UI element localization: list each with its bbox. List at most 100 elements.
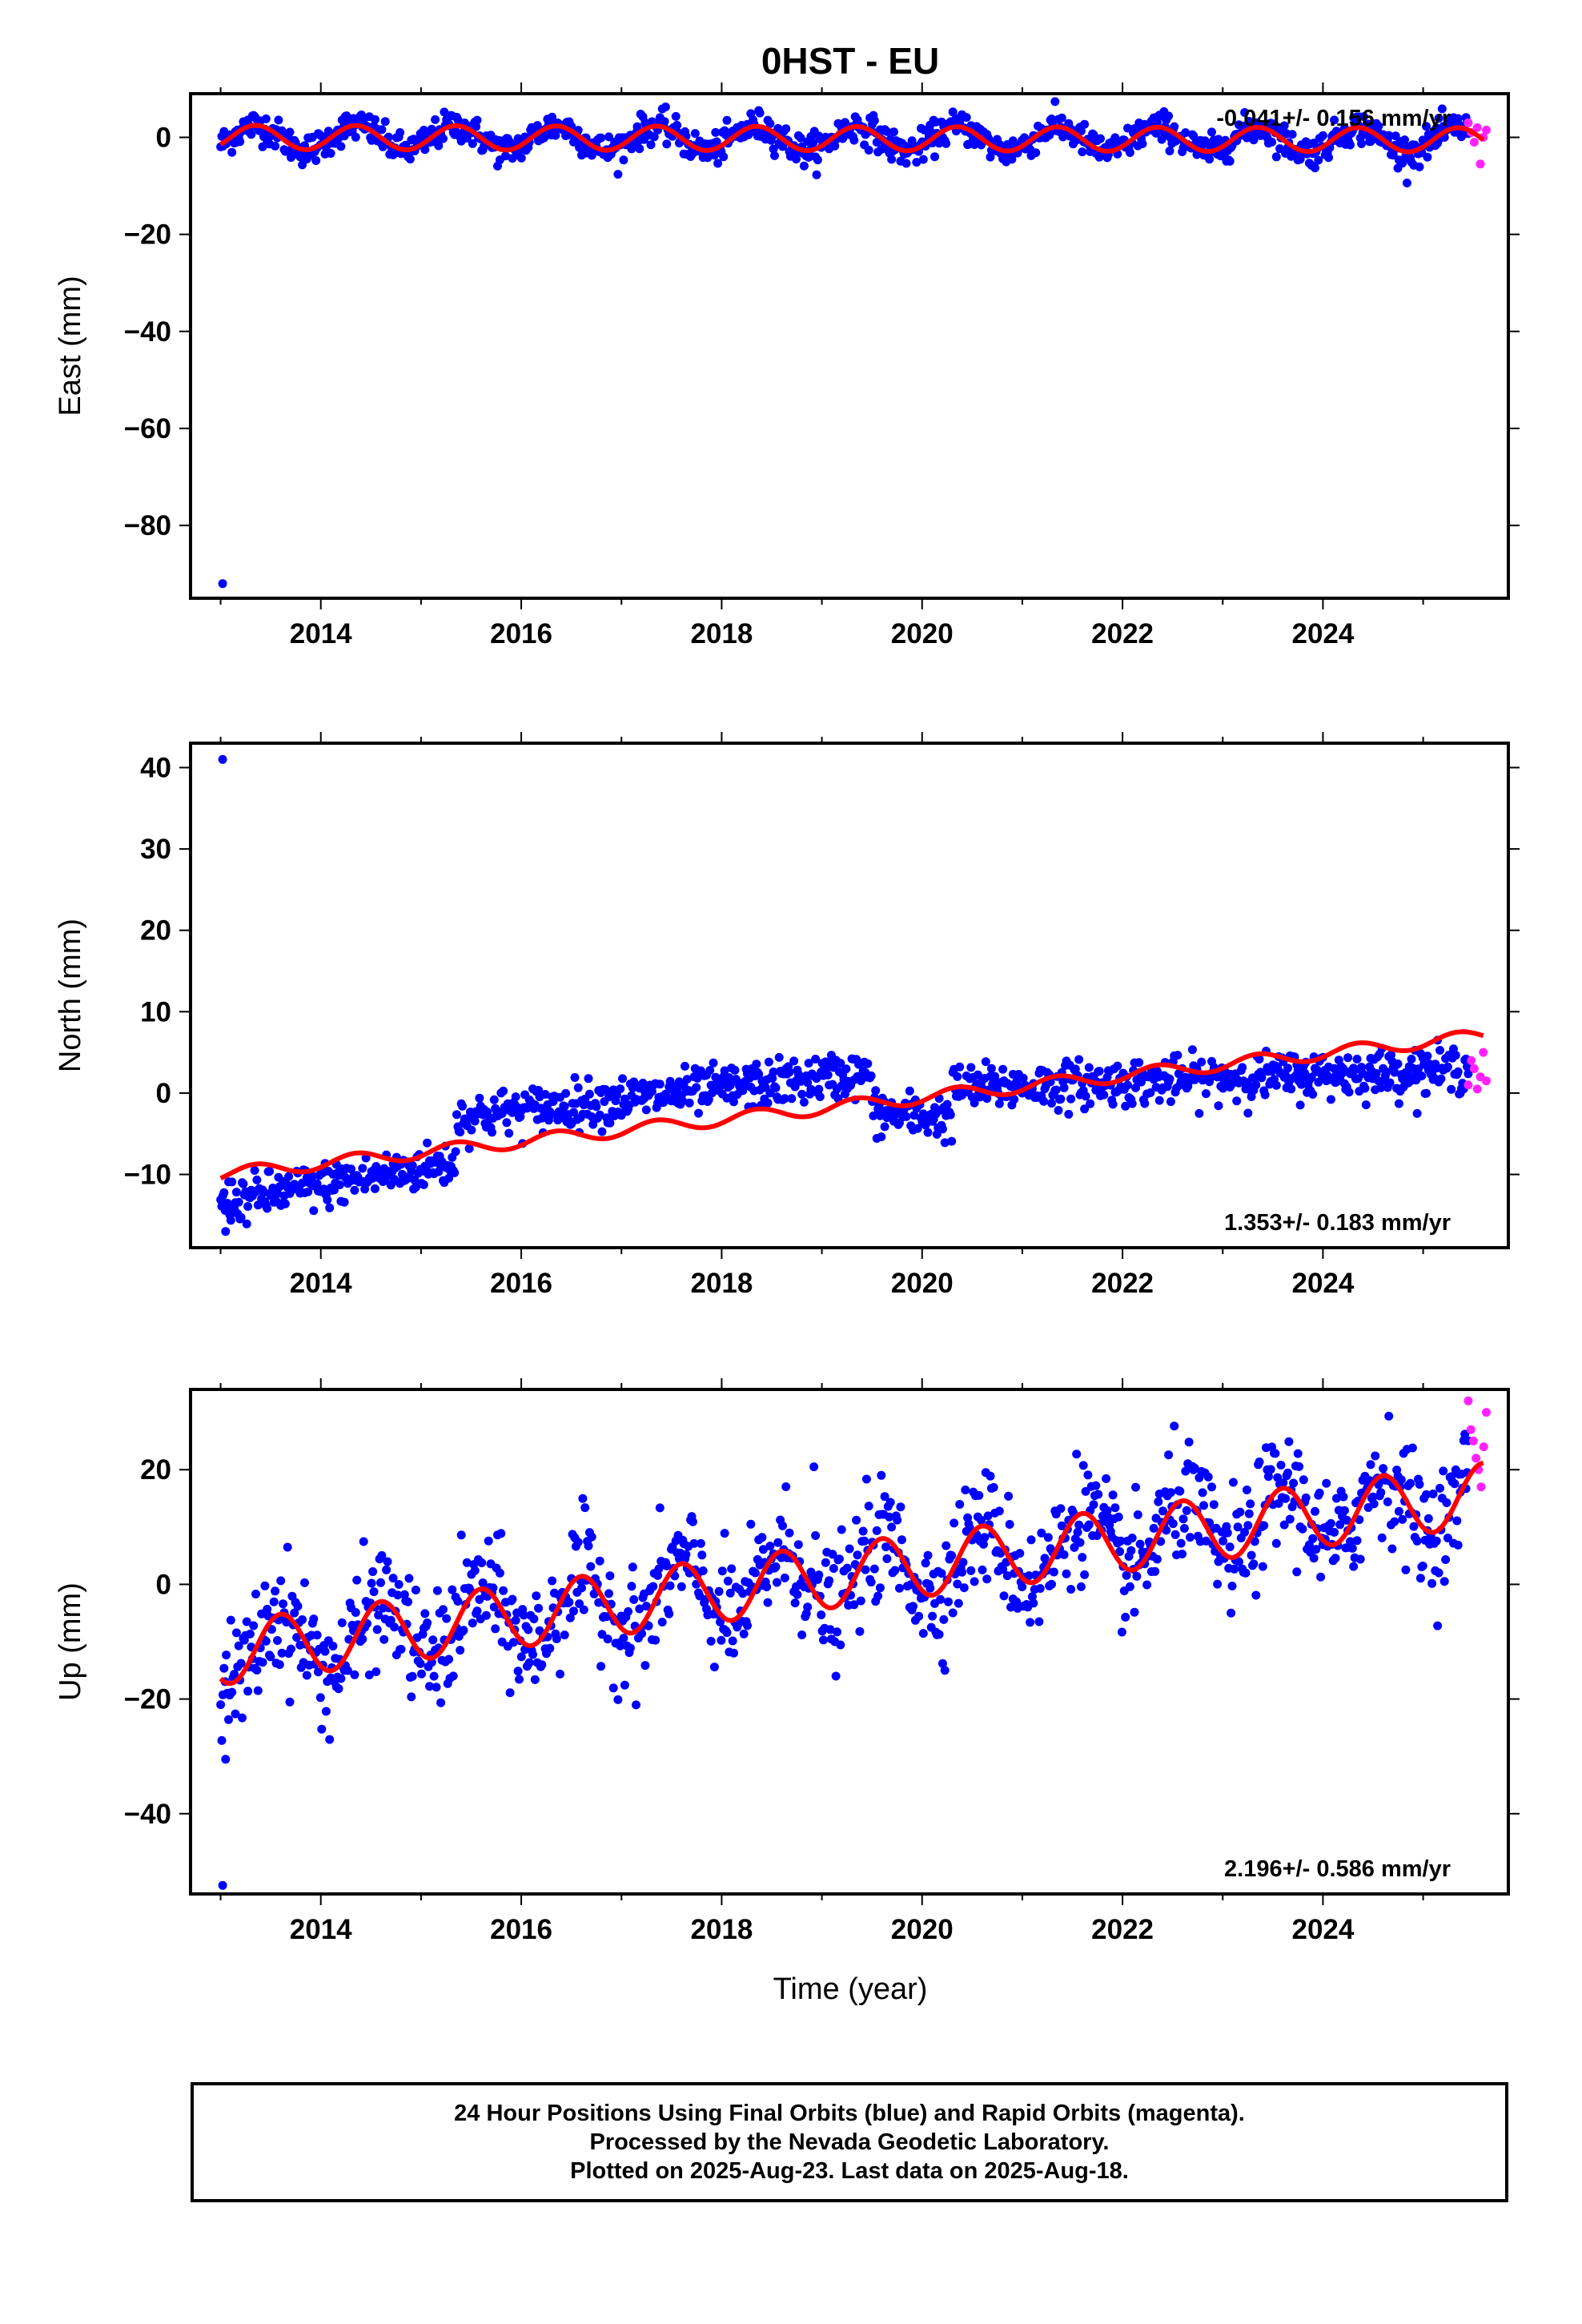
up-final-point xyxy=(1295,1462,1304,1471)
up-final-point xyxy=(515,1675,524,1684)
north-final-point xyxy=(1451,1051,1460,1060)
up-final-point xyxy=(382,1565,391,1574)
up-final-point xyxy=(573,1538,583,1547)
up-final-point xyxy=(793,1590,802,1599)
up-final-point xyxy=(706,1636,716,1646)
up-final-point xyxy=(477,1558,487,1567)
north-final-point xyxy=(360,1184,370,1194)
east-final-point xyxy=(235,137,245,147)
north-final-point xyxy=(692,1083,701,1092)
north-final-point xyxy=(1339,1064,1348,1074)
north-final-point xyxy=(1443,1062,1452,1072)
up-final-point xyxy=(1056,1504,1066,1514)
up-final-point xyxy=(858,1526,868,1536)
north-final-point xyxy=(263,1204,272,1213)
north-final-point xyxy=(720,1066,729,1076)
up-final-point xyxy=(1418,1561,1427,1570)
north-final-point xyxy=(1243,1108,1253,1118)
up-rapid-point xyxy=(1466,1425,1476,1434)
caption-line-2: Processed by the Nevada Geodetic Laborat… xyxy=(589,2129,1110,2155)
up-final-point xyxy=(575,1599,584,1609)
north-final-point xyxy=(1064,1109,1074,1119)
north-final-point xyxy=(1435,1046,1444,1055)
up-final-point xyxy=(578,1494,588,1503)
up-final-point xyxy=(1219,1536,1228,1546)
north-final-point xyxy=(597,1127,607,1136)
up-final-point xyxy=(1390,1517,1399,1526)
east-final-point xyxy=(765,119,775,128)
up-final-point xyxy=(1240,1527,1250,1537)
up-final-point xyxy=(797,1630,807,1639)
east-final-point xyxy=(722,115,732,125)
north-final-point xyxy=(573,1083,583,1092)
up-final-point xyxy=(1366,1460,1375,1470)
up-final-point xyxy=(1342,1515,1351,1525)
east-final-point xyxy=(1076,127,1086,136)
up-final-point xyxy=(958,1567,966,1577)
up-final-point xyxy=(258,1658,267,1667)
up-final-point xyxy=(1263,1472,1273,1482)
up-rapid-point xyxy=(1476,1482,1486,1492)
up-final-point xyxy=(689,1538,699,1548)
north-final-point xyxy=(223,1199,232,1208)
north-x-tick-label: 2022 xyxy=(1091,1268,1154,1299)
north-final-point xyxy=(303,1187,313,1196)
up-final-point xyxy=(1443,1534,1452,1542)
north-final-point xyxy=(1018,1073,1028,1083)
up-final-point xyxy=(1409,1522,1419,1531)
north-final-point xyxy=(1287,1084,1296,1094)
up-final-point xyxy=(1355,1554,1365,1564)
north-final-point xyxy=(540,1090,550,1099)
up-final-point xyxy=(1330,1527,1339,1537)
east-final-point xyxy=(755,108,765,118)
north-final-point xyxy=(605,1118,615,1128)
up-final-point xyxy=(367,1578,376,1588)
up-final-point xyxy=(608,1683,618,1693)
up-final-point xyxy=(780,1573,789,1582)
up-final-point xyxy=(875,1583,885,1593)
north-final-point xyxy=(309,1206,319,1216)
up-final-point xyxy=(1435,1483,1444,1493)
up-final-point xyxy=(1114,1512,1123,1522)
up-final-point xyxy=(277,1648,287,1658)
up-final-point xyxy=(491,1624,500,1634)
up-final-point xyxy=(921,1558,930,1568)
up-final-point xyxy=(746,1519,756,1529)
up-final-point xyxy=(524,1658,534,1667)
up-final-point xyxy=(940,1666,950,1675)
up-final-point xyxy=(1271,1538,1281,1548)
up-final-point xyxy=(1401,1565,1411,1574)
north-final-point xyxy=(913,1124,922,1133)
up-final-point xyxy=(603,1634,612,1644)
east-final-point xyxy=(912,158,921,167)
east-rapid-point xyxy=(1482,125,1491,135)
up-final-point xyxy=(293,1602,303,1611)
up-final-point xyxy=(1074,1520,1084,1530)
east-final-point xyxy=(1271,152,1281,162)
east-y-tick-label: −40 xyxy=(124,316,171,348)
up-final-point xyxy=(906,1580,916,1590)
north-final-point xyxy=(836,1059,845,1068)
up-final-point xyxy=(947,1551,957,1560)
north-final-point xyxy=(946,1110,955,1120)
north-final-point xyxy=(511,1092,520,1102)
north-final-point xyxy=(638,1079,648,1088)
up-final-point xyxy=(1233,1522,1243,1532)
up-final-point xyxy=(999,1591,1009,1601)
up-final-point xyxy=(1047,1579,1056,1589)
north-final-point xyxy=(806,1084,816,1094)
up-final-point xyxy=(1089,1500,1098,1510)
north-final-point xyxy=(923,1128,933,1137)
north-final-point xyxy=(450,1168,460,1177)
north-final-point xyxy=(227,1177,237,1187)
north-outlier-point xyxy=(218,754,227,764)
north-final-point xyxy=(1214,1101,1223,1111)
up-final-point xyxy=(488,1583,498,1593)
up-final-point xyxy=(1170,1530,1180,1539)
up-final-point xyxy=(1255,1458,1264,1466)
north-final-point xyxy=(347,1164,356,1174)
north-final-point xyxy=(452,1110,461,1120)
north-final-point xyxy=(250,1166,259,1175)
up-final-point xyxy=(453,1597,463,1606)
up-final-point xyxy=(613,1695,623,1704)
